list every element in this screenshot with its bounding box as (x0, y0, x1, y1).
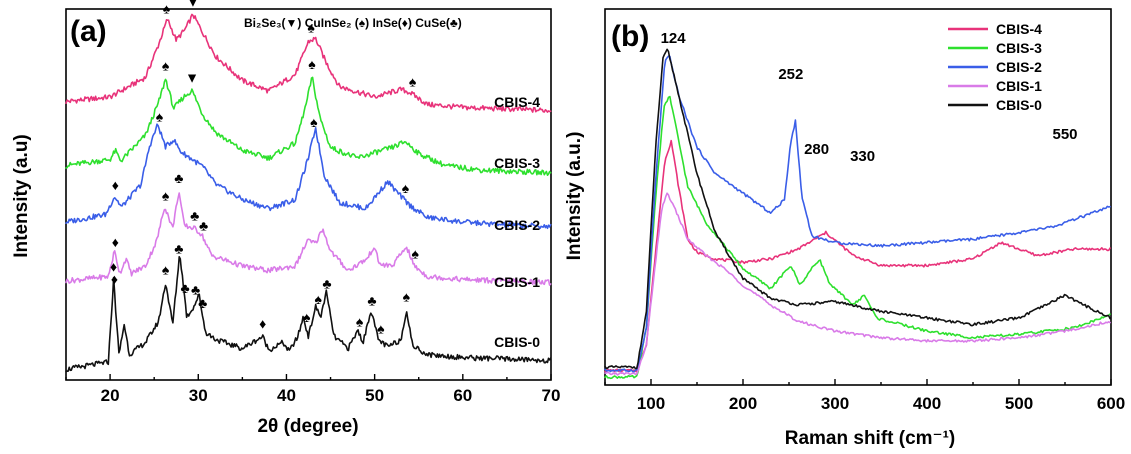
panel-a-series-label-cbis-1: CBIS-1 (494, 274, 540, 290)
panel-a-marker: ♦ (112, 177, 119, 193)
peak-label-124: 124 (661, 30, 687, 47)
panel-b-frame (604, 8, 1112, 386)
panel-b-y-axis-title: Intensity (a.u.) (564, 132, 585, 261)
panel-a-curves (65, 13, 552, 373)
panel-a-curve-cbis-3 (65, 76, 552, 176)
panel-a-curve-cbis-4 (65, 13, 552, 113)
panel-b-x-tick-label-500: 500 (1005, 394, 1033, 413)
panel-b-x-tick-label-600: 600 (1097, 394, 1125, 413)
panel-a-x-ticks: 20 30 40 50 60 70 (65, 374, 561, 405)
peak-label-550: 550 (1052, 126, 1077, 143)
panel-a-x-tick-label-20: 20 (101, 386, 120, 405)
panel-a-marker: ♠ (162, 58, 170, 74)
panel-b-curve-cbis-3 (604, 95, 1111, 380)
legend-label-cbis-2: CBIS-2 (996, 59, 1042, 75)
panel-a-curve-cbis-2 (65, 123, 552, 230)
panel-a-marker: ♦ (259, 316, 266, 332)
panel-b-curve-cbis-0 (604, 48, 1111, 370)
panel-a-marker: ♦ (110, 259, 117, 275)
legend-label-cbis-0: CBIS-0 (996, 97, 1042, 113)
panel-a-marker: ♣ (191, 282, 200, 298)
panel-a-marker: ♠ (403, 289, 411, 305)
panel-b-x-tick-label-300: 300 (821, 394, 849, 413)
panel-a-marker: ♠ (163, 1, 171, 17)
legend-label-cbis-3: CBIS-3 (996, 40, 1042, 56)
panel-a-marker: ♣ (322, 276, 331, 292)
panel-a-marker: ♠ (402, 180, 410, 196)
panel-b-curve-cbis-4 (604, 139, 1111, 373)
peak-label-252: 252 (778, 66, 803, 83)
panel-a-marker: ▼ (186, 0, 200, 10)
panel-a-marker: ♠ (303, 309, 311, 325)
panel-a-marker: ♣ (198, 295, 207, 311)
panel-a-marker: ♠ (310, 114, 318, 130)
panel-a-marker: ♣ (190, 208, 199, 224)
panel-a-series-labels: CBIS-4 CBIS-3 CBIS-2 CBIS-1 CBIS-0 (494, 94, 540, 350)
panel-a-markers: ♠ ▼♠♠♠▼♠♦♠ ♠♠♦♠♣♣♣♠♦ ♠♣♠♠♣♣ ♠♦♣♣♣♦ ♠ ♠ (110, 0, 419, 337)
panel-a-curve-cbis-1 (65, 192, 552, 286)
panel-b-curve-cbis-2 (604, 55, 1111, 373)
panel-a-series-label-cbis-2: CBIS-2 (494, 217, 540, 233)
panel-a-marker: ♣ (199, 217, 208, 233)
panel-a-x-tick-label-50: 50 (365, 386, 384, 405)
panel-a-marker: ♣ (174, 241, 183, 257)
panel-a-x-axis-title: 2θ (degree) (257, 416, 358, 437)
panel-a-marker: ♠ (307, 19, 315, 35)
panel-a-marker: ♠ (411, 246, 419, 262)
panel-a-marker: ♦ (112, 234, 119, 250)
panel-b-peak-labels: 124 252 280 330 550 (661, 30, 1078, 165)
panel-b: (b) Raman shift (cm⁻¹) Intensity (a.u.) … (564, 8, 1125, 449)
panel-b-x-tick-label-400: 400 (913, 394, 941, 413)
panel-a-y-axis-title: Intensity (a.u) (11, 134, 32, 258)
panel-b-label: (b) (611, 20, 649, 53)
panel-a-marker: ♠ (308, 56, 316, 72)
panel-a-marker: ♠ (156, 109, 164, 125)
panel-b-x-tick-label-100: 100 (637, 394, 665, 413)
panel-b-x-ticks: 100 200 300 400 500 600 (604, 379, 1125, 413)
panel-b-legend: CBIS-4 CBIS-3 CBIS-2 CBIS-1 CBIS-0 (948, 21, 1042, 113)
panel-a: (a) Bi₂Se₃(▼) CuInSe₂ (♠) InSe(♦) CuSe(♣… (11, 0, 560, 437)
panel-a-x-tick-label-70: 70 (542, 386, 561, 405)
panel-a-marker: ♠ (162, 188, 170, 204)
panel-a-frame (65, 8, 552, 381)
phase-legend: Bi₂Se₃(▼) CuInSe₂ (♠) InSe(♦) CuSe(♣) (244, 16, 462, 30)
panel-a-marker: ♣ (174, 170, 183, 186)
panel-a-curve-cbis-0 (65, 256, 552, 373)
panel-b-x-tick-label-200: 200 (729, 394, 757, 413)
panel-a-x-tick-label-30: 30 (189, 386, 208, 405)
panel-a-marker: ♠ (409, 73, 417, 89)
panel-b-curve-cbis-1 (604, 192, 1111, 376)
panel-b-x-axis-title: Raman shift (cm⁻¹) (785, 428, 956, 449)
panel-a-series-label-cbis-3: CBIS-3 (494, 155, 540, 171)
panel-a-x-tick-label-40: 40 (277, 386, 296, 405)
panel-a-marker: ♠ (356, 314, 364, 330)
panel-a-marker: ♠ (377, 321, 385, 337)
peak-label-330: 330 (850, 148, 875, 165)
panel-a-marker: ♠ (162, 262, 170, 278)
panel-a-series-label-cbis-4: CBIS-4 (494, 94, 540, 110)
peak-label-280: 280 (804, 141, 829, 158)
panel-a-marker: ♦ (111, 271, 118, 287)
panel-a-marker: ▼ (185, 70, 199, 86)
panel-a-series-label-cbis-0: CBIS-0 (494, 334, 540, 350)
legend-label-cbis-1: CBIS-1 (996, 78, 1042, 94)
panel-a-label: (a) (70, 15, 107, 48)
panel-a-marker: ♣ (180, 280, 189, 296)
panel-a-x-tick-label-60: 60 (453, 386, 472, 405)
panel-a-marker: ♠ (314, 291, 322, 307)
panel-b-curves (604, 48, 1111, 380)
legend-label-cbis-4: CBIS-4 (996, 21, 1042, 37)
panel-a-marker: ♣ (367, 292, 376, 308)
